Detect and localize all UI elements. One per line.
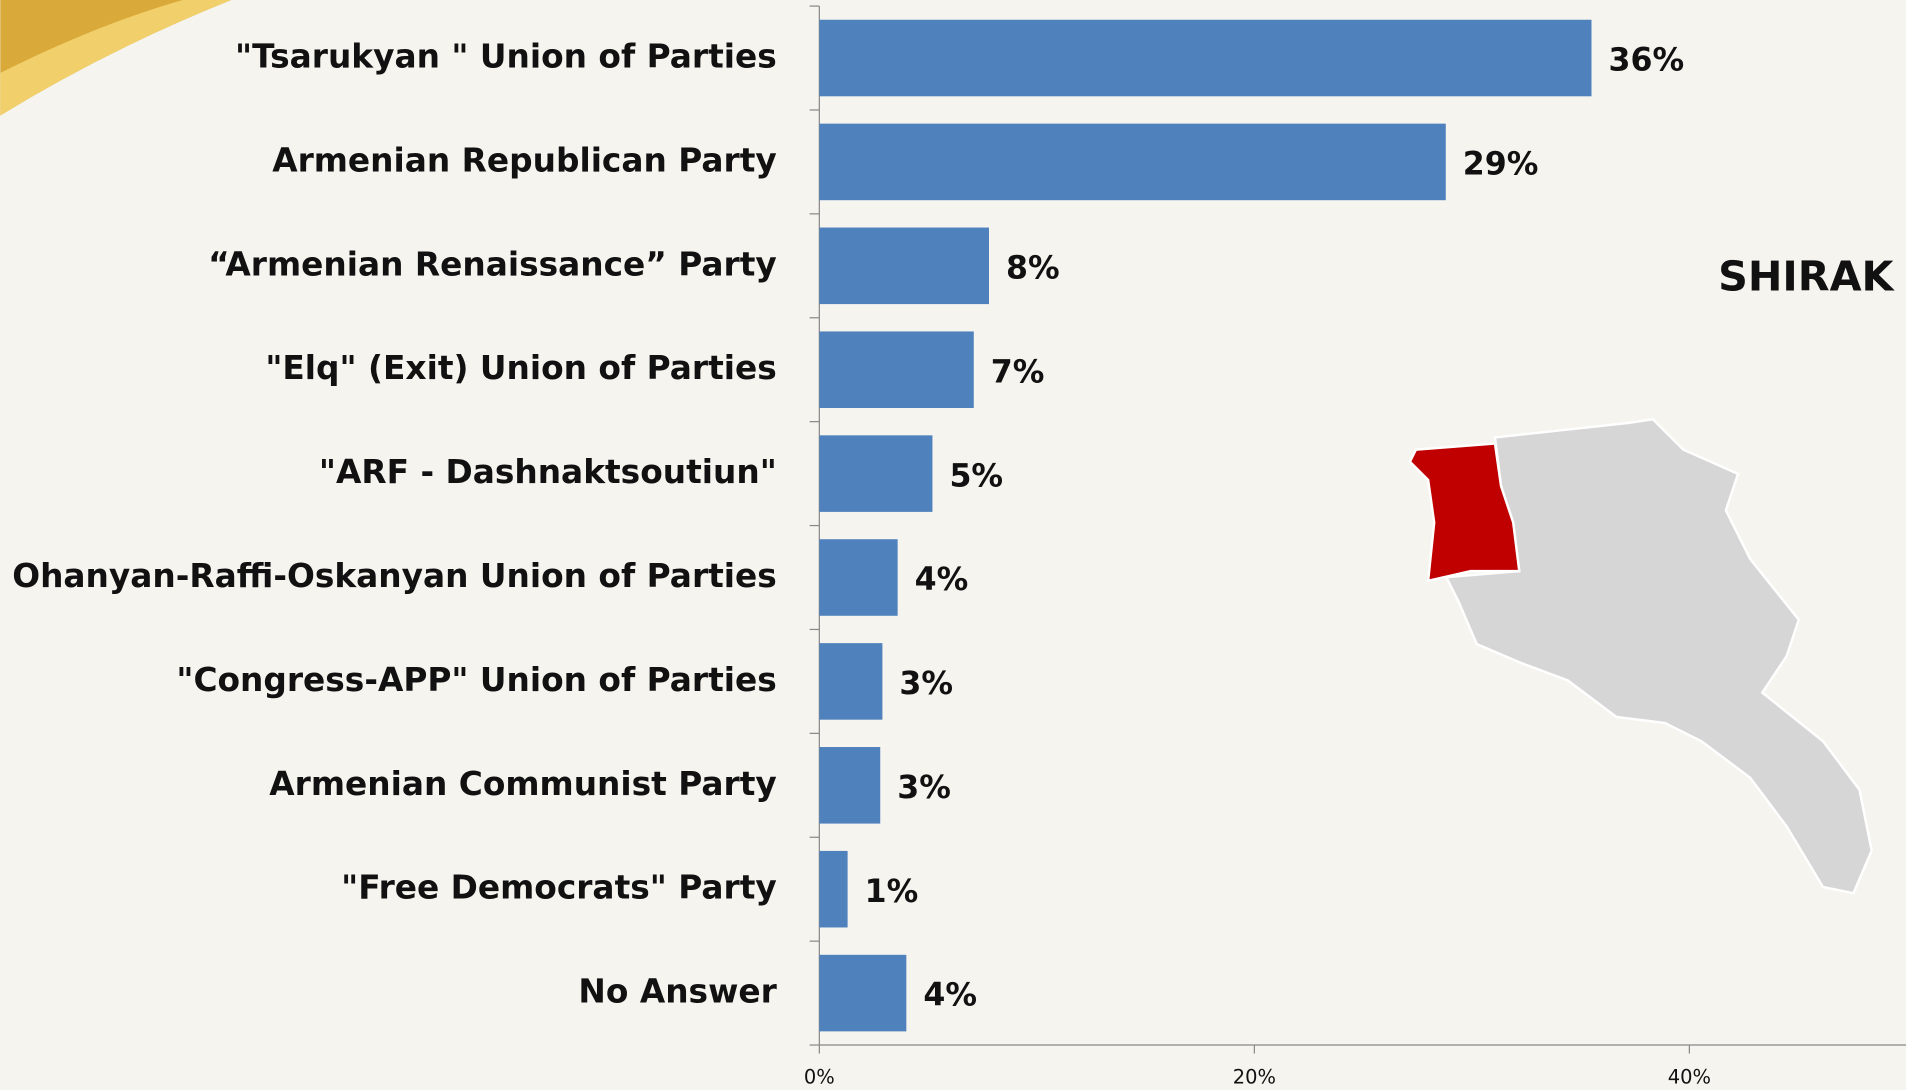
x-tick-label: 40% [1668,1065,1711,1088]
map [1408,417,1873,895]
region-label: SHIRAK [1718,252,1895,300]
category-label: "Elq" (Exit) Union of Parties [265,349,776,387]
bar [819,19,1592,97]
bar [819,539,898,616]
value-label: 8% [1006,250,1060,286]
map-shirak [1408,442,1521,583]
decor-swoosh [0,0,232,116]
category-label: Armenian Communist Party [269,765,776,803]
x-tick-label: 20% [1233,1065,1276,1088]
x-tick-label: 0% [804,1065,835,1088]
category-label: "ARF - Dashnaktsoutiun" [319,453,777,491]
bar [819,850,848,928]
bar [819,643,883,720]
category-label: Ohanyan-Raffi-Oskanyan Union of Parties [12,557,777,595]
bar [819,227,989,305]
value-label: 29% [1463,147,1539,183]
value-label: 3% [899,666,953,702]
value-label: 7% [991,354,1045,390]
value-label: 4% [923,978,977,1014]
category-label: “Armenian Renaissance” Party [208,245,777,283]
value-label: 1% [865,874,919,910]
bar [819,123,1446,201]
bar [819,747,881,824]
bar [819,954,907,1032]
decor-swoosh-light [0,0,232,116]
category-label: "Tsarukyan " Union of Parties [235,38,777,76]
map-region [1444,417,1873,895]
value-label: 3% [897,770,951,806]
category-label: Armenian Republican Party [272,141,777,179]
category-label: "Free Democrats" Party [341,869,777,907]
category-label: "Congress-APP" Union of Parties [176,661,776,699]
bar [819,435,933,512]
value-label: 4% [915,562,969,598]
value-label: 36% [1609,43,1685,79]
value-label: 5% [949,458,1003,494]
bar [819,331,974,408]
category-label: No Answer [578,973,777,1011]
